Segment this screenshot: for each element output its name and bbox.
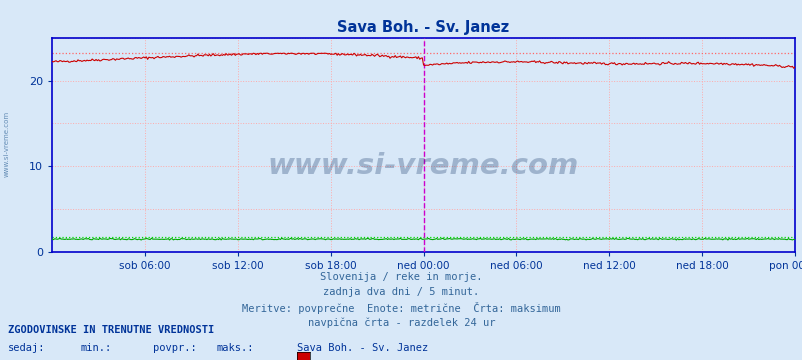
Text: Slovenija / reke in morje.: Slovenija / reke in morje. bbox=[320, 272, 482, 282]
Text: Sava Boh. - Sv. Janez: Sava Boh. - Sv. Janez bbox=[297, 343, 427, 353]
Text: maks.:: maks.: bbox=[217, 343, 254, 353]
Text: www.si-vreme.com: www.si-vreme.com bbox=[3, 111, 10, 177]
Text: povpr.:: povpr.: bbox=[152, 343, 196, 353]
Text: sedaj:: sedaj: bbox=[8, 343, 46, 353]
Text: www.si-vreme.com: www.si-vreme.com bbox=[268, 152, 578, 180]
Text: min.:: min.: bbox=[80, 343, 111, 353]
Text: Meritve: povprečne  Enote: metrične  Črta: maksimum: Meritve: povprečne Enote: metrične Črta:… bbox=[242, 302, 560, 314]
Text: zadnja dva dni / 5 minut.: zadnja dva dni / 5 minut. bbox=[323, 287, 479, 297]
Title: Sava Boh. - Sv. Janez: Sava Boh. - Sv. Janez bbox=[337, 20, 509, 35]
Text: ZGODOVINSKE IN TRENUTNE VREDNOSTI: ZGODOVINSKE IN TRENUTNE VREDNOSTI bbox=[8, 325, 214, 335]
Text: navpična črta - razdelek 24 ur: navpična črta - razdelek 24 ur bbox=[307, 317, 495, 328]
